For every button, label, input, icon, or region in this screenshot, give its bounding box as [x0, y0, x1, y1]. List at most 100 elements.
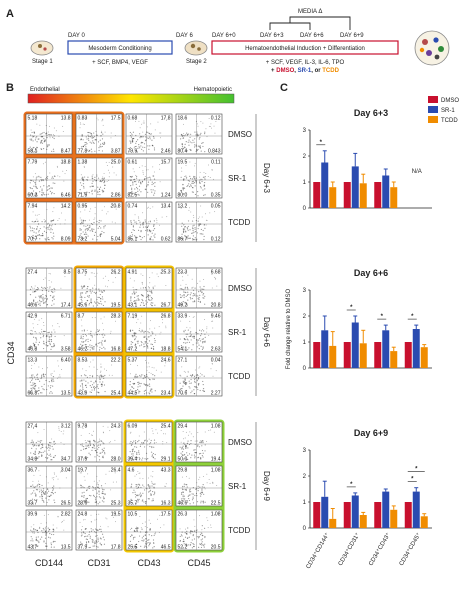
event-dot: [96, 220, 98, 223]
legend-swatch: [428, 96, 438, 103]
event-dot: [148, 377, 150, 379]
event-dot: [150, 230, 152, 232]
event-dot: [188, 139, 190, 141]
event-dot: [188, 347, 190, 349]
event-dot: [44, 491, 46, 493]
event-dot: [139, 457, 141, 460]
event-dot: [91, 272, 93, 274]
quadrant-ur: 0.12: [211, 116, 221, 122]
event-dot: [30, 452, 32, 454]
event-dot: [131, 176, 133, 178]
event-dot: [93, 135, 96, 137]
event-dot: [49, 344, 51, 346]
event-dot: [156, 219, 158, 221]
event-dot: [97, 330, 99, 332]
event-dot: [79, 229, 81, 231]
event-dot: [40, 178, 42, 181]
event-dot: [187, 293, 189, 296]
event-dot: [202, 346, 204, 348]
event-dot: [106, 164, 108, 166]
event-dot: [51, 381, 53, 383]
event-dot: [31, 378, 34, 380]
event-dot: [184, 443, 186, 446]
event-dot: [83, 220, 85, 222]
event-dot: [33, 344, 35, 347]
event-dot: [193, 337, 195, 340]
event-dot: [154, 339, 156, 342]
event-dot: [180, 303, 182, 306]
event-dot: [31, 330, 33, 332]
event-dot: [194, 393, 196, 395]
event-dot: [190, 530, 192, 532]
event-dot: [57, 515, 59, 517]
event-dot: [191, 454, 193, 456]
event-dot: [34, 390, 36, 392]
event-dot: [52, 136, 54, 138]
event-dot: [136, 530, 138, 532]
event-dot: [52, 493, 54, 495]
event-dot: [201, 486, 203, 488]
event-dot: [43, 322, 45, 324]
event-dot: [152, 166, 154, 168]
event-dot: [101, 209, 103, 211]
event-dot: [91, 376, 94, 378]
event-dot: [142, 171, 144, 173]
event-dot: [92, 174, 94, 176]
event-dot: [147, 181, 150, 183]
event-dot: [188, 499, 191, 502]
event-dot: [53, 456, 55, 458]
quadrant-lr: 3.58: [61, 347, 71, 353]
event-dot: [202, 293, 205, 295]
event-dot: [56, 166, 58, 168]
event-dot: [80, 484, 82, 486]
event-dot: [161, 216, 163, 218]
event-dot: [45, 194, 47, 196]
event-dot: [197, 485, 199, 487]
bar: [321, 496, 329, 528]
event-dot: [152, 332, 154, 334]
event-dot: [188, 443, 191, 446]
event-dot: [34, 451, 36, 453]
event-dot: [189, 175, 191, 177]
event-dot: [185, 431, 187, 433]
event-dot: [141, 165, 143, 167]
event-dot: [200, 333, 203, 335]
event-dot: [103, 187, 106, 189]
event-dot: [85, 335, 87, 337]
event-dot: [41, 375, 43, 377]
event-dot: [89, 225, 91, 227]
event-dot: [134, 145, 136, 148]
event-dot: [43, 301, 45, 303]
event-dot: [95, 291, 97, 294]
event-dot: [198, 291, 200, 293]
quadrant-ul: 23.3: [178, 270, 188, 276]
plot-frame: [75, 267, 123, 309]
event-dot: [44, 530, 47, 533]
event-dot: [51, 225, 53, 227]
event-dot: [39, 496, 41, 498]
event-dot: [188, 477, 190, 479]
event-dot: [49, 532, 51, 535]
event-dot: [105, 369, 107, 371]
event-dot: [159, 272, 161, 274]
event-dot: [81, 525, 83, 527]
event-dot: [32, 445, 35, 447]
event-dot: [137, 471, 139, 473]
event-dot: [42, 500, 45, 502]
event-dot: [145, 538, 147, 540]
event-dot: [146, 301, 148, 303]
event-dot: [190, 378, 192, 381]
event-dot: [140, 444, 142, 446]
event-dot: [150, 123, 152, 125]
event-dot: [146, 375, 148, 377]
event-dot: [114, 222, 116, 224]
event-dot: [133, 192, 135, 194]
quadrant-lr: 0.35: [211, 193, 221, 199]
event-dot: [87, 299, 89, 302]
event-dot: [49, 528, 51, 531]
bar: [313, 342, 321, 368]
event-dot: [43, 540, 45, 542]
quadrant-lr: 0.62: [161, 237, 171, 243]
event-dot: [197, 125, 199, 127]
